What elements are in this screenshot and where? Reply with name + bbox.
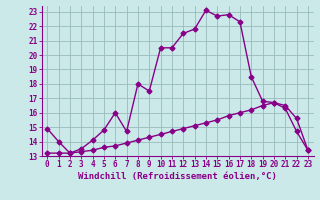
X-axis label: Windchill (Refroidissement éolien,°C): Windchill (Refroidissement éolien,°C): [78, 172, 277, 181]
